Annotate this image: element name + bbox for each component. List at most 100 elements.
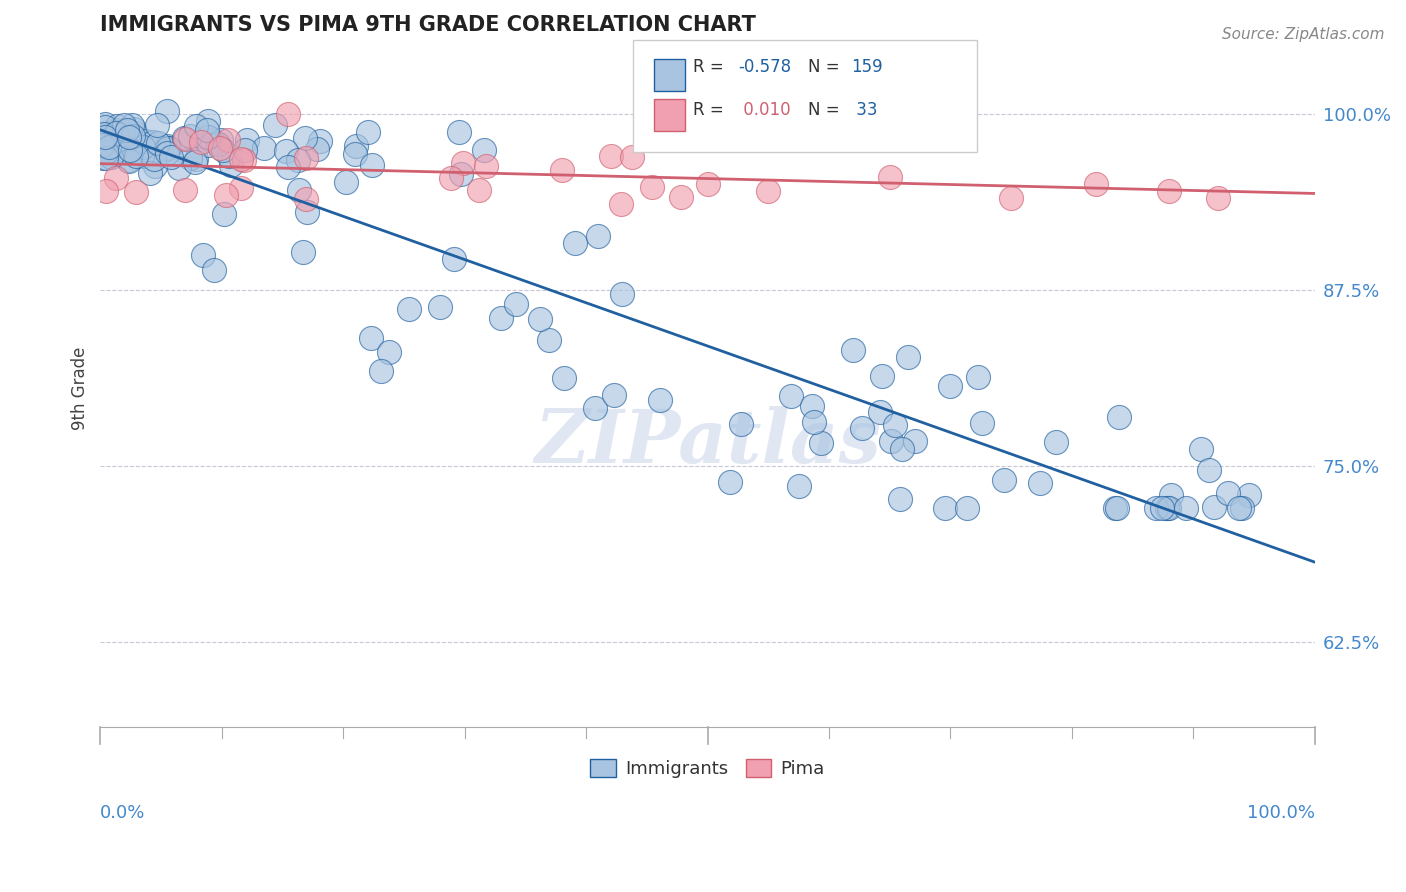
Point bbox=[851, 421, 873, 435]
Point bbox=[131, 140, 153, 154]
Point bbox=[93, 117, 115, 131]
Point bbox=[100, 144, 122, 158]
Point bbox=[891, 442, 914, 456]
Point bbox=[489, 310, 512, 325]
Point bbox=[361, 158, 384, 172]
Point bbox=[94, 120, 117, 134]
Point bbox=[217, 133, 239, 147]
Point bbox=[115, 144, 138, 158]
Point bbox=[869, 405, 891, 419]
Text: N =: N = bbox=[808, 58, 845, 76]
Point bbox=[529, 311, 551, 326]
Point bbox=[934, 501, 956, 516]
Point bbox=[212, 207, 235, 221]
Point bbox=[229, 153, 252, 167]
Point bbox=[264, 118, 287, 132]
Point bbox=[803, 415, 825, 429]
Point bbox=[870, 369, 893, 384]
Point bbox=[90, 144, 112, 158]
Point bbox=[160, 150, 183, 164]
Point bbox=[287, 183, 309, 197]
Point bbox=[294, 131, 316, 145]
Point bbox=[233, 144, 256, 158]
Point bbox=[169, 161, 191, 176]
Point bbox=[669, 190, 692, 204]
Point bbox=[112, 118, 135, 132]
Point bbox=[602, 388, 624, 402]
Point bbox=[599, 149, 621, 163]
Point bbox=[586, 229, 609, 244]
Text: N =: N = bbox=[808, 101, 845, 119]
Point bbox=[718, 475, 741, 489]
Point bbox=[118, 130, 141, 145]
Point bbox=[1045, 435, 1067, 450]
Point bbox=[842, 343, 865, 357]
Point bbox=[287, 153, 309, 167]
Point bbox=[1227, 501, 1250, 516]
Point bbox=[450, 167, 472, 181]
Point bbox=[94, 130, 117, 145]
Point bbox=[538, 333, 561, 347]
Point bbox=[967, 369, 990, 384]
Point bbox=[356, 125, 378, 139]
Point bbox=[139, 166, 162, 180]
Point bbox=[191, 248, 214, 262]
Point bbox=[360, 331, 382, 345]
Point bbox=[447, 125, 470, 139]
Point bbox=[1144, 501, 1167, 516]
Text: Source: ZipAtlas.com: Source: ZipAtlas.com bbox=[1222, 27, 1385, 42]
Point bbox=[134, 134, 156, 148]
Point bbox=[551, 163, 574, 178]
Point bbox=[93, 128, 115, 143]
Point bbox=[253, 141, 276, 155]
Point bbox=[117, 123, 139, 137]
Point bbox=[115, 145, 138, 160]
Point bbox=[472, 143, 495, 157]
Point bbox=[370, 364, 392, 378]
Point bbox=[810, 436, 832, 450]
Legend: Immigrants, Pima: Immigrants, Pima bbox=[583, 752, 832, 785]
Point bbox=[122, 121, 145, 136]
Point bbox=[696, 178, 718, 192]
Point bbox=[308, 134, 330, 148]
Point bbox=[1156, 501, 1178, 516]
Point bbox=[103, 143, 125, 157]
Point bbox=[197, 123, 219, 137]
Point bbox=[1000, 191, 1022, 205]
Point bbox=[94, 184, 117, 198]
Point bbox=[1150, 501, 1173, 516]
Y-axis label: 9th Grade: 9th Grade bbox=[72, 347, 89, 430]
Point bbox=[429, 300, 451, 314]
Point bbox=[970, 416, 993, 430]
Point bbox=[236, 133, 259, 147]
Text: R =: R = bbox=[693, 101, 730, 119]
Point bbox=[186, 153, 208, 167]
Point bbox=[215, 187, 238, 202]
Point bbox=[730, 417, 752, 431]
Point bbox=[1156, 501, 1178, 516]
Point bbox=[208, 141, 231, 155]
Point bbox=[650, 393, 672, 408]
Point bbox=[201, 133, 224, 147]
Point bbox=[114, 130, 136, 145]
Point bbox=[553, 371, 575, 385]
Point bbox=[233, 153, 256, 168]
Point bbox=[779, 388, 801, 402]
Point bbox=[398, 302, 420, 317]
Point bbox=[174, 131, 197, 145]
Point bbox=[142, 152, 165, 166]
Point bbox=[1157, 185, 1180, 199]
Point bbox=[453, 155, 475, 169]
Point bbox=[207, 136, 229, 151]
Point bbox=[173, 131, 195, 145]
Text: 100.0%: 100.0% bbox=[1247, 805, 1315, 822]
Point bbox=[125, 149, 148, 163]
Point bbox=[198, 137, 221, 152]
Point bbox=[142, 136, 165, 150]
Point bbox=[94, 151, 117, 165]
Point bbox=[1175, 501, 1198, 516]
Point bbox=[118, 154, 141, 169]
Point bbox=[1157, 501, 1180, 516]
Point bbox=[112, 127, 135, 141]
Point bbox=[105, 126, 128, 140]
